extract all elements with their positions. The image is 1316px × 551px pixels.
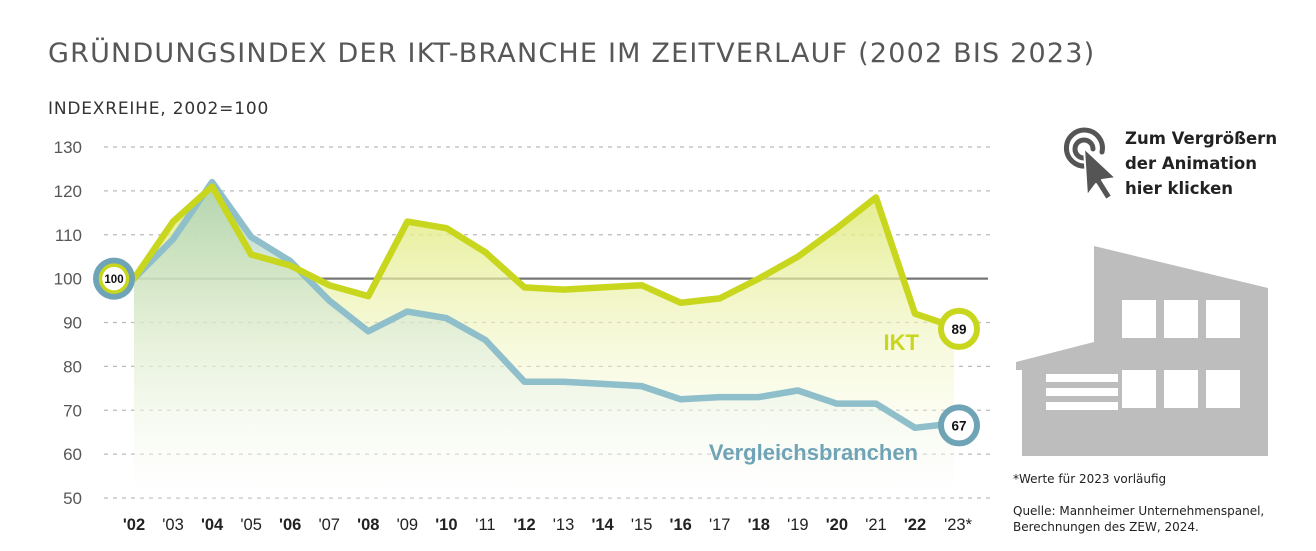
- x-tick-label: '02: [123, 516, 145, 534]
- series-label-vergleichsbranchen: Vergleichsbranchen: [709, 440, 918, 465]
- areas: [134, 182, 955, 499]
- x-tick-label: '06: [279, 516, 301, 534]
- x-tick-label: '12: [513, 516, 535, 534]
- cta-line-2: der Animation: [1125, 154, 1258, 173]
- x-tick-label: '21: [865, 516, 887, 534]
- y-tick-label: 110: [55, 226, 82, 245]
- x-tick-label: '17: [709, 516, 731, 534]
- cursor-click-icon: [1063, 127, 1117, 201]
- labels: '02 '03 '04 '05 '06 '07 '08 '09 '10 '11 '12 '13 '14 '…: [93, 257, 980, 534]
- y-tick-label: 70: [63, 401, 82, 420]
- y-tick-label: 120: [54, 182, 82, 201]
- x-tick-label: '18: [748, 516, 770, 534]
- series-line-vergleichsbranchen: [130, 178, 958, 432]
- y-tick-label: 60: [63, 445, 82, 464]
- x-tick-label: '08: [357, 516, 379, 534]
- source-line-2: Berechnungen des ZEW, 2024.: [1013, 520, 1199, 534]
- y-tick-label: 50: [63, 489, 82, 508]
- x-tick-label: '20: [826, 516, 848, 534]
- y-axis-title: INDEXREIHE, 2002=100: [48, 99, 270, 119]
- vergleich-area: [134, 182, 955, 498]
- enlarge-instruction: Zum Vergrößern der Animation hier klicke…: [1125, 126, 1277, 201]
- y-tick-label: 90: [63, 314, 82, 333]
- vergleich-end-badge-value: 67: [951, 418, 966, 433]
- x-tick-label: '19: [787, 516, 809, 534]
- building-icon: [1016, 246, 1268, 456]
- y-tick-label: 100: [54, 270, 82, 289]
- ikt-end-badge-ring: [938, 307, 980, 350]
- vergleich-end-badge-ring: [938, 404, 980, 447]
- footnote: *Werte für 2023 vorläufig: [1013, 472, 1167, 486]
- x-tick-label: '13: [553, 516, 575, 534]
- y-tick-label: 80: [63, 357, 82, 376]
- x-tick-label: '10: [435, 516, 457, 534]
- source-note: Quelle: Mannheimer Unternehmenspanel, Be…: [1013, 503, 1264, 535]
- series-lines: [130, 178, 958, 432]
- source-line-1: Quelle: Mannheimer Unternehmenspanel,: [1013, 504, 1265, 518]
- series-line-ikt: [130, 183, 958, 331]
- cta-line-3: hier klicken: [1125, 179, 1234, 198]
- y-tick-label: 130: [54, 138, 82, 157]
- x-tick-label: '03: [162, 516, 184, 534]
- series-label-ikt: IKT: [884, 330, 920, 355]
- start-badge-inner-ring: [98, 263, 130, 294]
- x-tick-label: '15: [631, 516, 653, 534]
- x-tick-label: '14: [591, 516, 614, 534]
- page-title: GRÜNDUNGSINDEX DER IKT-BRANCHE IM ZEITVE…: [48, 38, 1096, 69]
- x-tick-label: '04: [201, 516, 224, 534]
- ikt-end-badge-value: 89: [951, 322, 966, 337]
- x-tick-label: '07: [318, 516, 340, 534]
- x-tick-label: '23*: [944, 516, 973, 534]
- cta-line-1: Zum Vergrößern: [1125, 129, 1278, 148]
- x-tick-label: '05: [240, 516, 262, 534]
- x-tick-label: '22: [904, 516, 926, 534]
- x-tick-label: '16: [670, 516, 692, 534]
- start-badge-value: 100: [104, 274, 123, 286]
- enlarge-animation-button[interactable]: Zum Vergrößern der Animation hier klicke…: [1056, 122, 1296, 202]
- x-tick-label: '09: [397, 516, 419, 534]
- x-tick-label: '11: [475, 516, 495, 534]
